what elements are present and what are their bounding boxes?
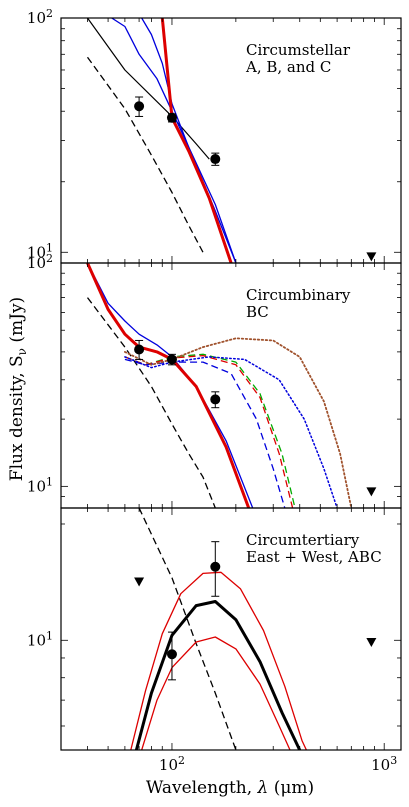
data-point-2 (210, 541, 221, 597)
upper-limit-marker-1 (366, 487, 377, 497)
model-curve-3 (86, 263, 251, 508)
panel-bottom-ticks (60, 508, 401, 750)
data-point-2 (166, 112, 177, 123)
y-axis-label-unit: (mJy) (7, 297, 27, 348)
x-tick-label: 103 (371, 754, 397, 774)
model-curve-3 (111, 18, 237, 263)
data-point-2 (166, 353, 177, 366)
model-curve-1 (86, 297, 216, 508)
x-axis-label: Wavelength, λ (μm) (146, 778, 314, 798)
model-curve-1 (138, 508, 237, 750)
model-curve-1 (87, 18, 210, 160)
data-point-1 (134, 96, 145, 117)
panel-bottom: 101 102 103 Circumtertiary East + West, ABC (27, 507, 402, 774)
panel-bottom-annotation: Circumtertiary East + West, ABC (246, 531, 382, 566)
panel-middle-ticks (60, 262, 401, 509)
panel-top-annotation: Circumstellar A, B, and C (245, 41, 351, 76)
y-tick-label: 102 (27, 252, 53, 272)
x-axis-label-prefix: Wavelength, (146, 778, 258, 798)
upper-limit-marker-2 (366, 637, 377, 647)
y-tick-label: 101 (27, 629, 53, 649)
panel-top: 102 101 Circumstellar A, B, and C (27, 7, 402, 264)
x-axis-label-unit: (μm) (268, 778, 314, 798)
data-point-1 (166, 631, 177, 681)
model-curve-5 (124, 354, 294, 508)
model-curve-4 (141, 18, 237, 263)
y-tick-label: 102 (27, 7, 53, 27)
data-point-1 (134, 339, 145, 360)
y-axis-label: Flux density, Sν (mJy) (7, 297, 29, 481)
model-curve-5 (160, 18, 233, 263)
y-tick-label: 101 (27, 475, 53, 495)
panel-middle: 102 101 Circumbinary BC (27, 252, 402, 509)
panel-top-series (86, 18, 237, 263)
model-curve-8 (124, 356, 338, 508)
y-tick-label: 101 (27, 241, 53, 261)
panel-middle-series (86, 263, 353, 508)
y-axis-label-sub: ν (15, 348, 29, 355)
x-axis-label-lambda: λ (257, 778, 269, 798)
model-curve-4 (141, 636, 291, 750)
model-curve-2 (134, 600, 302, 750)
upper-limit-marker-1 (366, 252, 377, 262)
model-curve-2 (86, 263, 254, 508)
model-curve-7 (124, 337, 353, 508)
data-point-3 (210, 391, 221, 409)
panel-bottom-frame (60, 507, 402, 751)
y-axis-title: Flux density, Sν (mJy) (7, 297, 29, 481)
y-axis-label-main: Flux density, S (7, 355, 27, 481)
x-tick-label: 102 (159, 754, 185, 774)
model-curve-3 (130, 571, 307, 750)
model-curve-4 (124, 353, 296, 508)
panel-bottom-series (130, 508, 307, 750)
panel-top-ticks (60, 17, 401, 264)
data-point-3 (210, 152, 221, 166)
upper-limit-marker-1 (134, 577, 145, 587)
model-curve-2 (86, 56, 204, 253)
panel-middle-annotation: Circumbinary BC (246, 286, 351, 321)
